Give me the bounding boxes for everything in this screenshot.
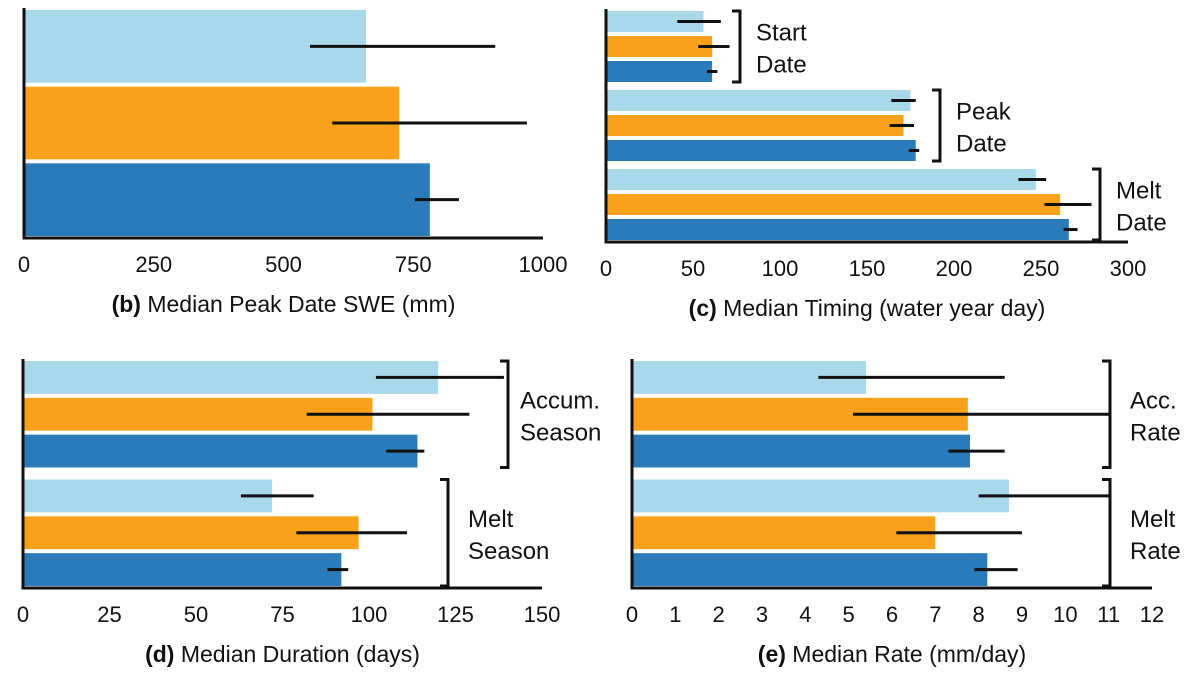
bar bbox=[606, 140, 916, 161]
tick-label: 0 bbox=[17, 602, 29, 627]
group-bracket bbox=[1102, 359, 1112, 469]
tick-label: 10 bbox=[1053, 602, 1077, 627]
group-label: Acc. bbox=[1130, 387, 1177, 414]
tick-label: 6 bbox=[886, 602, 898, 627]
axes bbox=[21, 359, 542, 590]
tick-label: 100 bbox=[351, 602, 388, 627]
group-label: Start bbox=[756, 20, 807, 47]
group-label: Melt bbox=[1116, 178, 1162, 205]
group-label: Accum. bbox=[520, 387, 600, 414]
bar bbox=[23, 434, 418, 468]
group-label: Date bbox=[956, 131, 1007, 158]
group-label: Melt bbox=[1130, 506, 1176, 533]
tick-label: 4 bbox=[799, 602, 811, 627]
tick-label: 3 bbox=[756, 602, 768, 627]
tick-label: 25 bbox=[97, 602, 121, 627]
bar bbox=[23, 479, 273, 513]
tick-label: 11 bbox=[1097, 602, 1120, 627]
tick-label: 125 bbox=[437, 602, 474, 627]
group-bracket bbox=[440, 478, 450, 588]
bar bbox=[632, 479, 1009, 513]
tick-label: 200 bbox=[936, 256, 973, 281]
bar bbox=[632, 516, 936, 550]
bar bbox=[606, 11, 704, 32]
x-axis-label: (c) Median Timing (water year day) bbox=[689, 295, 1046, 321]
group-label: Season bbox=[520, 419, 601, 446]
x-axis-label: (e) Median Rate (mm/day) bbox=[758, 641, 1026, 667]
group-label: Melt bbox=[468, 506, 514, 533]
bar bbox=[23, 361, 439, 394]
bar bbox=[606, 169, 1036, 190]
tick-label: 250 bbox=[135, 252, 172, 277]
tick-label: 750 bbox=[395, 252, 432, 277]
group-bracket bbox=[732, 9, 742, 84]
bar bbox=[632, 434, 970, 468]
bar bbox=[606, 115, 904, 136]
tick-label: 50 bbox=[681, 256, 705, 281]
group-label: Date bbox=[756, 52, 807, 79]
axis-title: Median Rate (mm/day) bbox=[786, 641, 1026, 667]
tick-label: 8 bbox=[973, 602, 985, 627]
bar bbox=[632, 553, 988, 586]
bar bbox=[24, 10, 367, 83]
group-label: Rate bbox=[1130, 538, 1181, 565]
panel-b: 0 250 500 750 1000 (b) Median Peak Date SWE (… bbox=[18, 8, 568, 317]
tick-label: 12 bbox=[1140, 602, 1164, 627]
group-bracket bbox=[1092, 167, 1102, 242]
tick-label: 50 bbox=[184, 602, 208, 627]
x-axis-label: (d) Median Duration (days) bbox=[145, 641, 420, 667]
group-label: Peak bbox=[956, 99, 1012, 126]
tick-label: 0 bbox=[18, 252, 30, 277]
tick-label: 100 bbox=[762, 256, 799, 281]
axes bbox=[630, 359, 1152, 590]
tick-label: 1 bbox=[669, 602, 681, 627]
x-axis-label: (b) Median Peak Date SWE (mm) bbox=[112, 291, 456, 317]
bar bbox=[606, 90, 911, 111]
bar bbox=[23, 553, 342, 586]
tick-label: 7 bbox=[929, 602, 941, 627]
group-bracket bbox=[932, 88, 942, 163]
bar bbox=[606, 36, 713, 57]
group-label: Date bbox=[1116, 210, 1167, 237]
tick-label: 150 bbox=[524, 602, 561, 627]
panel-label: (d) bbox=[145, 641, 174, 667]
tick-label: 0 bbox=[626, 602, 638, 627]
tick-label: 300 bbox=[1110, 256, 1147, 281]
group-label: Rate bbox=[1130, 419, 1181, 446]
panel-label: (c) bbox=[689, 295, 717, 321]
axes bbox=[604, 9, 1128, 244]
tick-label: 75 bbox=[270, 602, 294, 627]
bar bbox=[606, 61, 713, 82]
axis-title: Median Duration (days) bbox=[174, 641, 419, 667]
tick-label: 0 bbox=[600, 256, 612, 281]
tick-label: 250 bbox=[1023, 256, 1060, 281]
tick-label: 1000 bbox=[519, 252, 568, 277]
bar bbox=[606, 194, 1061, 215]
tick-label: 5 bbox=[843, 602, 855, 627]
axes bbox=[22, 8, 543, 240]
axis-title: Median Timing (water year day) bbox=[717, 295, 1046, 321]
axis-title: Median Peak Date SWE (mm) bbox=[141, 291, 455, 317]
bar bbox=[606, 219, 1069, 240]
group-label: Season bbox=[468, 538, 549, 565]
tick-label: 9 bbox=[1016, 602, 1028, 627]
tick-label: 2 bbox=[713, 602, 725, 627]
tick-label: 150 bbox=[849, 256, 886, 281]
panel-d: Accum. Season Melt Season 0 25 50 75 100 125 150 (d… bbox=[17, 359, 601, 667]
tick-label: 500 bbox=[265, 252, 302, 277]
group-bracket bbox=[500, 359, 510, 469]
bar bbox=[24, 163, 430, 236]
panel-label: (b) bbox=[112, 291, 141, 317]
group-bracket bbox=[1102, 478, 1112, 588]
panel-label: (e) bbox=[758, 641, 786, 667]
panel-c: Start Date Peak Date Melt Date 0 50 100 150 200 250… bbox=[600, 9, 1167, 321]
